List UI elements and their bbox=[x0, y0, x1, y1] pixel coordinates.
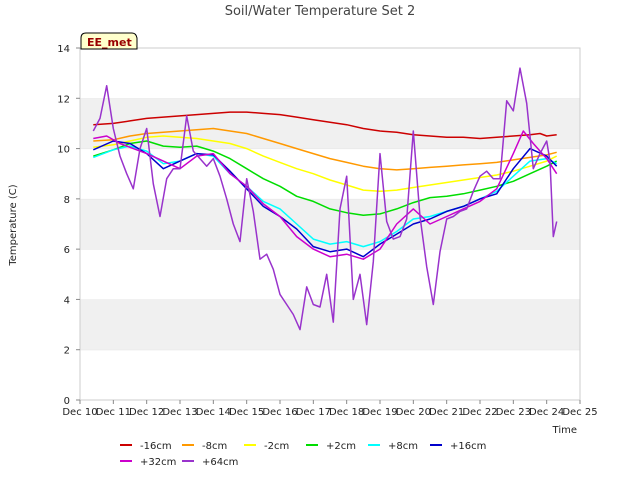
x-tick-label: Dec 14 bbox=[196, 407, 231, 418]
x-tick-label: Dec 10 bbox=[62, 407, 97, 418]
x-tick-label: Dec 17 bbox=[296, 407, 331, 418]
grid-band bbox=[80, 198, 580, 250]
x-tick-label: Dec 20 bbox=[396, 407, 431, 418]
y-axis-label: Temperature (C) bbox=[8, 184, 19, 266]
legend-label: +16cm bbox=[450, 441, 486, 452]
y-tick-label: 6 bbox=[64, 245, 70, 256]
y-tick-label: 4 bbox=[64, 295, 70, 306]
series-line-8cm bbox=[93, 127, 557, 171]
x-tick-label: Dec 19 bbox=[362, 407, 397, 418]
y-tick-label: 10 bbox=[57, 145, 70, 156]
legend-item: +64cm bbox=[182, 457, 238, 468]
y-tick-label: 8 bbox=[64, 195, 70, 206]
grid-band bbox=[80, 299, 580, 350]
legend-label: +2cm bbox=[326, 441, 356, 452]
legend-item: +32cm bbox=[120, 457, 176, 468]
grid-band bbox=[80, 349, 580, 400]
legend-label: +8cm bbox=[388, 441, 418, 452]
legend-label: -2cm bbox=[264, 441, 289, 452]
annotation-text: EE_met bbox=[87, 36, 132, 49]
x-tick-label: Dec 24 bbox=[529, 407, 564, 418]
legend-label: +32cm bbox=[140, 457, 176, 468]
series-line-16cm bbox=[93, 111, 557, 140]
y-tick-label: 2 bbox=[64, 346, 70, 357]
annotation-tag bbox=[80, 32, 138, 50]
series-line-2cm bbox=[93, 135, 558, 193]
legend-item: -8cm bbox=[182, 441, 227, 452]
x-tick-label: Dec 18 bbox=[329, 407, 364, 418]
legend-item: +8cm bbox=[368, 441, 418, 452]
legend-label: -16cm bbox=[140, 441, 172, 452]
annotation-box: EE_met bbox=[80, 32, 138, 50]
x-axis-label: Time bbox=[552, 425, 577, 436]
grid-bands bbox=[80, 47, 580, 400]
series-line-32cm bbox=[93, 130, 558, 260]
series-layer bbox=[92, 67, 558, 331]
chart-title: Soil/Water Temperature Set 2 bbox=[225, 4, 416, 19]
legend-item: -16cm bbox=[120, 441, 172, 452]
series-line-2cm bbox=[93, 140, 558, 216]
legend-label: -8cm bbox=[202, 441, 227, 452]
x-tick-label: Dec 22 bbox=[462, 407, 497, 418]
y-tick-label: 0 bbox=[64, 396, 70, 407]
legend-item: +16cm bbox=[430, 441, 486, 452]
legend-item: -2cm bbox=[244, 441, 289, 452]
x-tick-label: Dec 16 bbox=[262, 407, 297, 418]
x-tick-label: Dec 11 bbox=[96, 407, 131, 418]
y-tick-label: 12 bbox=[57, 94, 70, 105]
series-line-64cm bbox=[92, 67, 558, 331]
y-tick-label: 14 bbox=[57, 44, 70, 55]
plot-frame bbox=[79, 47, 581, 401]
x-tick-label: Dec 25 bbox=[562, 407, 597, 418]
legend-label: +64cm bbox=[202, 457, 238, 468]
grid-band bbox=[80, 98, 580, 149]
legend-item: +2cm bbox=[306, 441, 356, 452]
x-tick-label: Dec 13 bbox=[162, 407, 197, 418]
grid-band bbox=[80, 48, 580, 99]
x-tick-label: Dec 15 bbox=[229, 407, 264, 418]
x-tick-label: Dec 21 bbox=[429, 407, 464, 418]
grid-band bbox=[80, 249, 580, 300]
x-tick-label: Dec 12 bbox=[129, 407, 164, 418]
x-tick-label: Dec 23 bbox=[496, 407, 531, 418]
legend: -16cm -8cm -2cm +2cm +8cm +16cm +32cm +64cm bbox=[120, 441, 486, 468]
